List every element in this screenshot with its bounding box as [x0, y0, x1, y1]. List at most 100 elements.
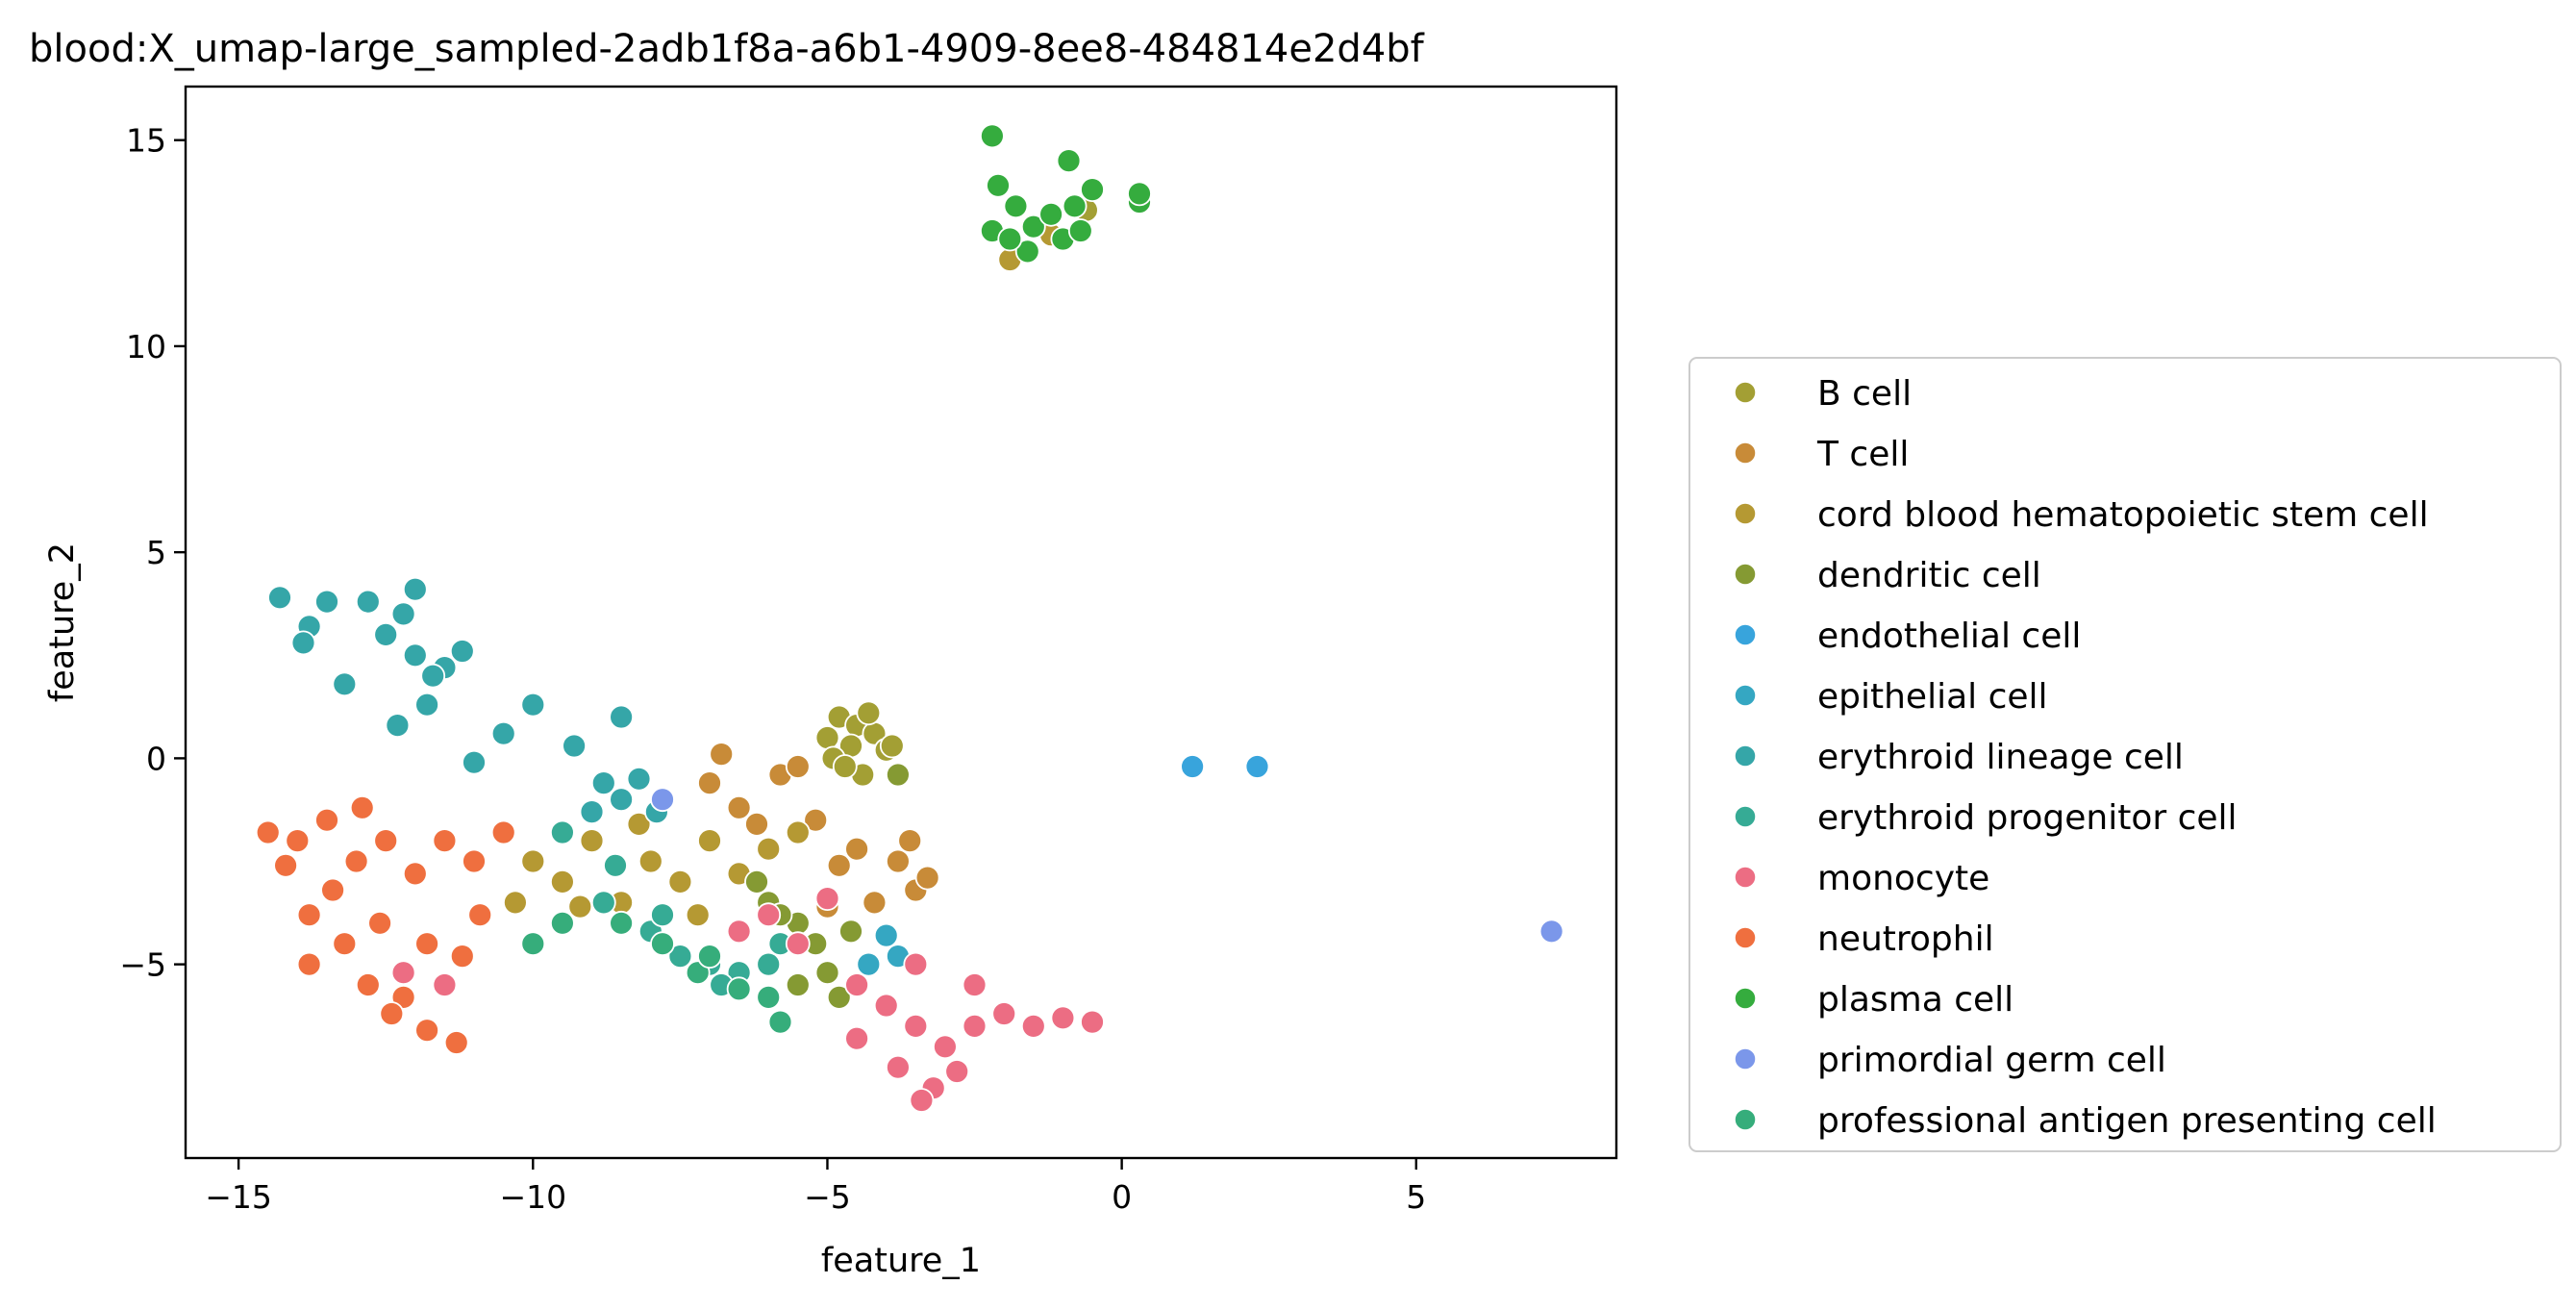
data-point [814, 960, 840, 986]
data-point [697, 944, 722, 969]
data-point [1080, 177, 1105, 203]
data-point [590, 770, 616, 795]
data-point [726, 919, 752, 945]
series-0 [814, 197, 1099, 788]
data-point [503, 890, 528, 916]
data-point [390, 960, 416, 986]
x-axis: −15 −10 −5 0 5 [205, 1158, 1426, 1216]
data-point [914, 865, 940, 891]
data-point [609, 910, 634, 936]
data-point [379, 1001, 405, 1026]
data-point [273, 852, 299, 878]
legend-label: neutrophil [1817, 920, 1994, 959]
data-point [320, 877, 346, 903]
data-point [1180, 754, 1205, 779]
data-point [962, 1014, 988, 1039]
data-point [355, 589, 381, 615]
legend-label: primordial germ cell [1817, 1041, 2166, 1080]
data-point [826, 985, 852, 1010]
data-point [420, 663, 446, 689]
data-point [1538, 919, 1564, 945]
data-point [550, 869, 575, 894]
x-tick-label: −10 [499, 1178, 566, 1216]
x-tick-label: −15 [205, 1178, 272, 1216]
legend-marker [1734, 441, 1757, 465]
chart-title: blood:X_umap-large_sampled-2adb1f8a-a6b1… [29, 27, 1425, 71]
data-point [650, 931, 675, 957]
data-point [697, 828, 722, 853]
data-point [744, 869, 769, 894]
data-point [267, 585, 292, 611]
data-point [685, 902, 711, 928]
legend-marker [1734, 805, 1757, 828]
data-point [756, 985, 782, 1010]
data-point [991, 1001, 1017, 1026]
data-point [296, 902, 322, 928]
data-point [986, 172, 1011, 198]
series-5 [856, 922, 911, 977]
legend-label: erythroid progenitor cell [1817, 798, 2238, 838]
plot-area-frame [184, 85, 1618, 1160]
data-point [744, 812, 769, 837]
data-point [767, 1009, 793, 1035]
data-point [296, 951, 322, 977]
data-point [638, 848, 663, 874]
data-point [667, 869, 693, 894]
data-point [650, 787, 675, 813]
data-point [402, 576, 428, 602]
data-point [903, 951, 929, 977]
data-point [873, 922, 899, 948]
legend-label: T cell [1816, 435, 1909, 474]
data-point [897, 828, 923, 853]
legend-marker [1734, 381, 1757, 404]
x-tick-label: 0 [1112, 1178, 1132, 1216]
data-point [785, 972, 811, 997]
data-point [1038, 201, 1063, 227]
data-point [873, 993, 899, 1019]
data-point [462, 848, 487, 874]
data-point [785, 819, 811, 845]
data-point [609, 787, 634, 813]
x-tick-label: 5 [1406, 1178, 1426, 1216]
data-point [1080, 1009, 1105, 1035]
data-point [603, 852, 628, 878]
legend-marker [1734, 926, 1757, 949]
legend-label: epithelial cell [1817, 677, 2048, 717]
data-point [373, 828, 399, 853]
data-point [332, 931, 358, 957]
data-point [355, 972, 381, 997]
legend-marker [1734, 1047, 1757, 1071]
data-point [879, 733, 905, 759]
data-point [443, 1030, 469, 1055]
y-tick-label: 10 [126, 328, 166, 365]
legend-label: B cell [1817, 374, 1912, 414]
data-point [490, 720, 516, 746]
data-point [467, 902, 493, 928]
data-point [520, 848, 546, 874]
data-point [579, 799, 605, 824]
series-1 [697, 742, 940, 920]
y-axis: 15 10 5 0 −5 [119, 122, 186, 984]
y-tick-label: −5 [119, 946, 166, 984]
data-point [314, 589, 339, 615]
data-point [626, 812, 652, 837]
data-point [785, 754, 811, 779]
data-point [886, 1054, 911, 1080]
data-point [1003, 193, 1029, 219]
points-layer [255, 123, 1564, 1113]
data-point [814, 725, 840, 750]
data-point [756, 836, 782, 862]
data-point [1127, 181, 1152, 207]
y-tick-label: 5 [146, 534, 166, 571]
data-point [590, 890, 616, 916]
data-point [520, 931, 546, 957]
data-point [390, 601, 416, 627]
data-point [726, 794, 752, 820]
data-point [997, 226, 1023, 252]
data-point [756, 902, 782, 928]
data-point [332, 671, 358, 697]
data-point [432, 828, 458, 853]
legend-marker [1734, 623, 1757, 646]
data-point [290, 630, 316, 656]
legend-items: B cell T cell cord blood hematopoietic ste… [1734, 374, 2437, 1141]
